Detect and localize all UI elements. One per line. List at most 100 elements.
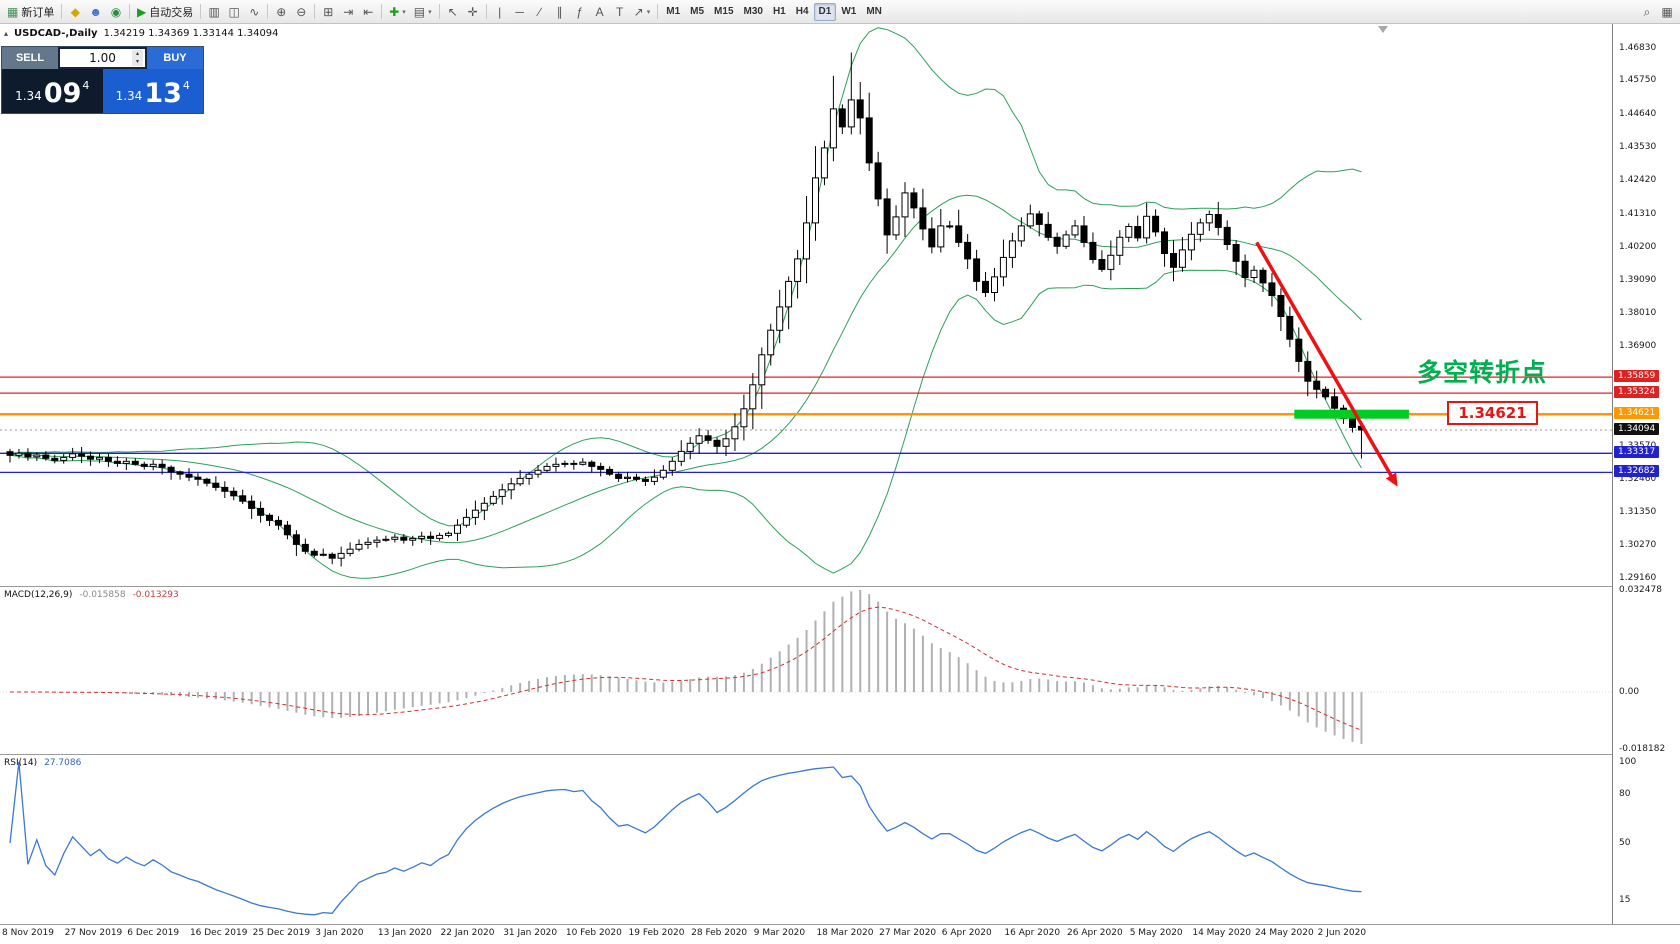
buy-button[interactable]: BUY bbox=[147, 47, 203, 69]
zoom-in-button[interactable]: ⊕ bbox=[271, 2, 291, 22]
price-tick-label: 1.38010 bbox=[1619, 307, 1657, 318]
text-button[interactable]: A bbox=[590, 2, 610, 22]
macd-tick-label: -0.018182 bbox=[1619, 744, 1666, 755]
volume-up-button[interactable]: ▴ bbox=[132, 50, 143, 58]
chart-symbol-header: ▴ USDCAD-,Daily 1.34219 1.34369 1.33144 … bbox=[4, 28, 279, 39]
date-label: 13 Jan 2020 bbox=[377, 928, 432, 938]
tile-windows-button[interactable]: ⊞ bbox=[318, 2, 338, 22]
chart-line-button[interactable]: ∿ bbox=[244, 2, 264, 22]
community-button[interactable]: ◉ bbox=[106, 2, 126, 22]
timeframe-h1-button[interactable]: H1 bbox=[768, 3, 791, 21]
macd-tick-label: 0.00 bbox=[1619, 687, 1640, 697]
new-chart-caret-icon: ▾ bbox=[402, 8, 406, 16]
chart-candles-button[interactable]: ◫ bbox=[224, 2, 244, 22]
volume-down-button[interactable]: ▾ bbox=[132, 58, 143, 66]
date-label: 2 Jun 2020 bbox=[1317, 928, 1367, 938]
timeframe-m30-button[interactable]: M30 bbox=[739, 3, 768, 21]
data-window-button[interactable]: ▦ bbox=[1657, 2, 1677, 22]
price-tick-label: 1.40200 bbox=[1619, 241, 1657, 252]
user-button[interactable]: ☻ bbox=[85, 2, 106, 22]
buy-price-pip: 4 bbox=[182, 79, 190, 92]
rsi-tick-label: 80 bbox=[1619, 789, 1631, 800]
timeframe-w1-button[interactable]: W1 bbox=[836, 3, 861, 21]
date-label: 25 Dec 2019 bbox=[252, 928, 311, 938]
volume-input[interactable]: 1.00 ▴ ▾ bbox=[60, 49, 145, 67]
rsi-name: RSI(14) bbox=[4, 758, 38, 768]
rsi-value: 27.7086 bbox=[44, 758, 82, 768]
date-label: 8 Nov 2019 bbox=[2, 928, 54, 938]
chart-bars-icon: ▥ bbox=[208, 4, 220, 19]
macd-name: MACD(12,26,9) bbox=[4, 590, 73, 600]
new-order-icon: ▦ bbox=[7, 4, 19, 19]
autotrading-button[interactable]: ▶ 自动交易 bbox=[133, 2, 197, 22]
price-annotation-label[interactable]: 1.34621 bbox=[1447, 401, 1538, 426]
arrows-button[interactable]: ↗ ▾ bbox=[630, 2, 655, 22]
equidistant-channel-icon: ∥ bbox=[556, 4, 563, 19]
panel-separator-rsi[interactable] bbox=[0, 754, 1612, 755]
crosshair-button[interactable]: ✛ bbox=[463, 2, 483, 22]
rsi-tick-label: 50 bbox=[1619, 838, 1631, 848]
macd-label: MACD(12,26,9) -0.015858 -0.013293 bbox=[4, 590, 179, 600]
text-label-icon: T bbox=[615, 4, 624, 19]
expand-icon[interactable]: ▴ bbox=[4, 29, 9, 38]
timeframe-m15-button[interactable]: M15 bbox=[709, 3, 738, 21]
price-tag-1.35859: 1.35859 bbox=[1614, 370, 1660, 383]
text-label-button[interactable]: T bbox=[610, 2, 630, 22]
arrows-caret-icon: ▾ bbox=[646, 8, 651, 16]
fibonacci-button[interactable]: ƒ bbox=[570, 2, 590, 22]
autotrading-label: 自动交易 bbox=[149, 6, 194, 19]
community-icon: ◉ bbox=[110, 4, 122, 19]
new-order-button[interactable]: ▦ 新订单 bbox=[3, 2, 58, 22]
buy-price-prefix: 1.34 bbox=[115, 89, 143, 103]
timeframe-d1-button[interactable]: D1 bbox=[813, 2, 837, 21]
timeframe-m5-button[interactable]: M5 bbox=[685, 3, 709, 21]
toolbar-separator bbox=[61, 4, 63, 19]
profiles-button[interactable]: ▤ ▾ bbox=[410, 2, 436, 22]
date-label: 31 Jan 2020 bbox=[503, 928, 558, 938]
buy-price[interactable]: 1.34 13 4 bbox=[102, 69, 203, 113]
rsi-tick-label: 100 bbox=[1619, 757, 1637, 767]
zoom-out-button[interactable]: ⊖ bbox=[291, 2, 311, 22]
one-click-trading-panel: SELL 1.00 ▴ ▾ BUY 1.34 09 4 1.34 13 4 bbox=[1, 46, 204, 114]
chart-candles-icon: ◫ bbox=[228, 4, 240, 19]
date-label: 14 May 2020 bbox=[1192, 928, 1252, 938]
date-label: 3 Jan 2020 bbox=[315, 928, 364, 938]
new-chart-button[interactable]: ✚ ▾ bbox=[385, 2, 410, 22]
toolbar-separator bbox=[381, 4, 383, 19]
trendline-button[interactable]: ∕ bbox=[530, 2, 550, 22]
search-icon: ⌕ bbox=[1643, 4, 1651, 19]
chart-shift-marker[interactable] bbox=[1378, 26, 1388, 33]
panel-separator-macd[interactable] bbox=[0, 586, 1612, 587]
toolbar-separator bbox=[485, 4, 487, 19]
price-tick-label: 1.46830 bbox=[1619, 43, 1657, 53]
ohlc-values: 1.34219 1.34369 1.33144 1.34094 bbox=[103, 28, 279, 39]
date-label: 28 Feb 2020 bbox=[691, 928, 748, 938]
chart-bars-button[interactable]: ▥ bbox=[204, 2, 224, 22]
sell-button[interactable]: SELL bbox=[2, 47, 58, 69]
timeframe-h4-button[interactable]: H4 bbox=[791, 3, 814, 21]
timeframe-mn-button[interactable]: MN bbox=[861, 3, 887, 21]
toolbar-separator bbox=[657, 4, 659, 19]
sell-price[interactable]: 1.34 09 4 bbox=[2, 69, 103, 113]
zoom-out-icon: ⊖ bbox=[296, 4, 307, 19]
cursor-button[interactable]: ↖ bbox=[443, 2, 463, 22]
metaeditor-button[interactable]: ◆ bbox=[65, 2, 85, 22]
chart-shift-button[interactable]: ⇤ bbox=[358, 2, 378, 22]
volume-spinner: ▴ ▾ bbox=[132, 49, 143, 67]
price-tag-1.34094: 1.34094 bbox=[1614, 423, 1660, 435]
vertical-line-button[interactable]: | bbox=[490, 2, 510, 22]
horizontal-line-icon: ─ bbox=[515, 4, 524, 19]
search-button[interactable]: ⌕ bbox=[1637, 2, 1657, 22]
timeframe-m1-button[interactable]: M1 bbox=[661, 3, 685, 21]
equidistant-channel-button[interactable]: ∥ bbox=[550, 2, 570, 22]
toolbar: ▦ 新订单 ◆ ☻ ◉ ▶ 自动交易 ▥ ◫ ∿ ⊕ ⊖ ⊞ ⇥ ⇤ ✚ ▾ ▤ ▾ ↖ ✛ | ─ ∕ ∥ ƒ A T ↗ ▾ M1 M5 M… bbox=[0, 0, 1680, 24]
annotation-turning-point[interactable]: 多空转折点 bbox=[1416, 358, 1547, 388]
toolbar-separator bbox=[267, 4, 269, 19]
autotrading-icon: ▶ bbox=[136, 4, 147, 19]
horizontal-line-button[interactable]: ─ bbox=[510, 2, 530, 22]
auto-scroll-button[interactable]: ⇥ bbox=[338, 2, 358, 22]
user-icon: ☻ bbox=[89, 4, 102, 19]
